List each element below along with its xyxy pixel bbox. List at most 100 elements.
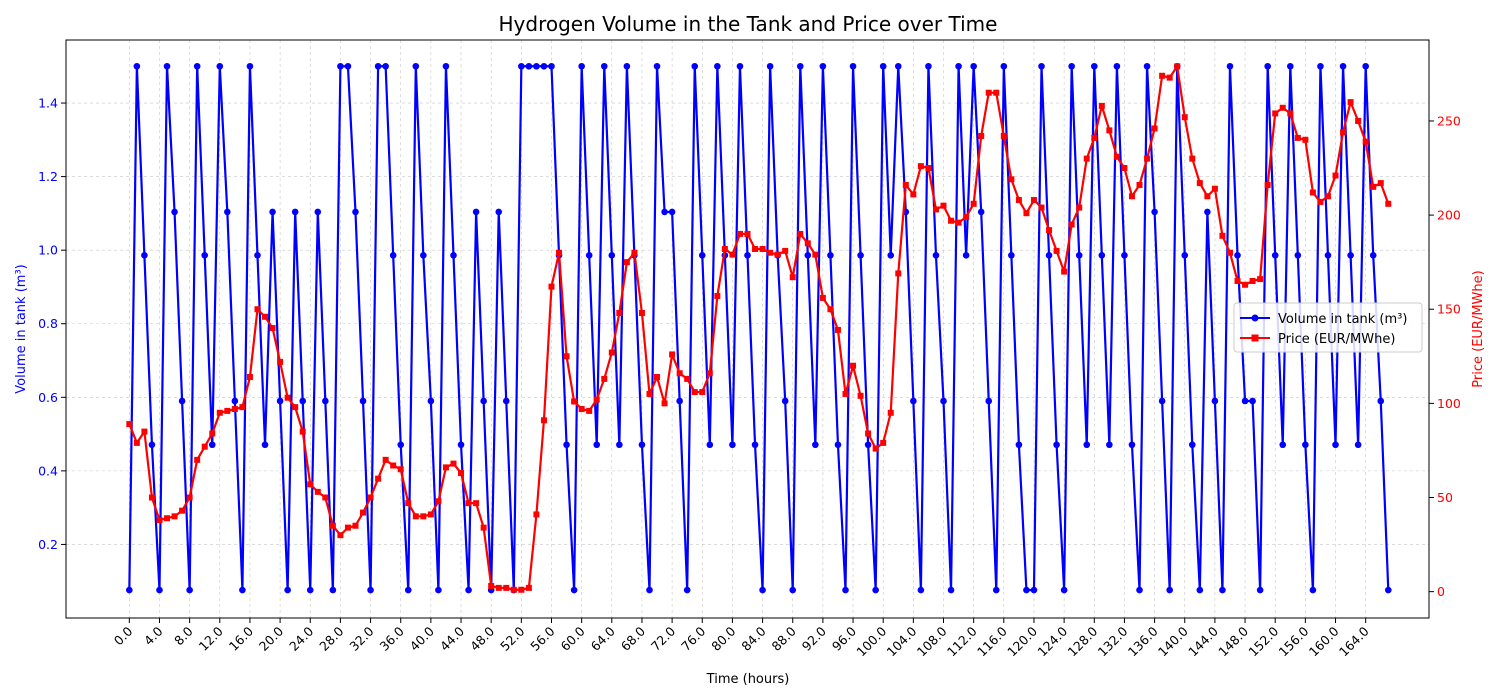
- price-point: [126, 421, 133, 428]
- price-point: [571, 398, 578, 405]
- x-tick-label: 44.0: [437, 623, 467, 653]
- price-point: [593, 396, 600, 403]
- price-point: [736, 230, 743, 237]
- volume-point: [683, 586, 691, 594]
- price-point: [1204, 193, 1211, 200]
- volume-point: [925, 62, 932, 70]
- volume-point: [879, 62, 887, 70]
- price-point: [360, 509, 367, 516]
- price-point: [1015, 197, 1022, 204]
- volume-point: [276, 397, 284, 405]
- price-point: [186, 494, 193, 501]
- volume-point: [593, 441, 601, 449]
- volume-point: [653, 62, 661, 70]
- price-point: [179, 507, 186, 514]
- price-point: [1294, 134, 1301, 141]
- x-tick-label: 124.0: [1034, 623, 1070, 659]
- x-tick-label: 156.0: [1276, 623, 1312, 659]
- x-tick-label: 148.0: [1215, 623, 1251, 659]
- volume-point: [178, 397, 186, 405]
- price-point: [578, 406, 585, 413]
- price-point: [254, 306, 261, 313]
- legend-price-marker: [1251, 334, 1259, 342]
- price-point: [518, 586, 525, 593]
- price-point: [292, 404, 299, 411]
- volume-point: [668, 208, 676, 216]
- price-point: [827, 306, 834, 313]
- price-point: [797, 230, 804, 237]
- price-point: [495, 584, 502, 591]
- price-point: [1076, 204, 1083, 211]
- volume-point: [1143, 62, 1151, 70]
- price-point: [804, 240, 811, 247]
- price-point: [1385, 200, 1392, 207]
- price-point: [1272, 110, 1279, 117]
- price-point: [676, 370, 683, 377]
- price-point: [201, 443, 208, 450]
- volume-point: [714, 62, 721, 70]
- x-tick-label: 56.0: [527, 623, 557, 653]
- left-tick-label: 1.0: [38, 243, 58, 258]
- volume-point: [148, 441, 156, 449]
- volume-point: [962, 252, 970, 259]
- volume-point: [917, 586, 925, 594]
- price-point: [1264, 181, 1271, 188]
- price-point: [940, 202, 947, 209]
- volume-point: [661, 208, 668, 216]
- price-point: [533, 511, 540, 518]
- volume-point: [1294, 252, 1302, 259]
- price-point: [1098, 102, 1105, 109]
- price-point: [714, 293, 721, 300]
- price-point: [164, 515, 171, 522]
- price-point: [993, 89, 1000, 96]
- volume-point: [1015, 441, 1023, 449]
- volume-point: [827, 252, 834, 259]
- volume-point: [970, 62, 977, 70]
- volume-point: [193, 62, 201, 70]
- volume-point: [736, 62, 744, 70]
- volume-point: [359, 397, 367, 405]
- price-point: [1324, 193, 1331, 200]
- x-tick-label: 152.0: [1245, 623, 1281, 659]
- price-point: [412, 513, 419, 520]
- price-point: [955, 219, 962, 226]
- right-tick-label: 150: [1437, 302, 1461, 317]
- chart-title: Hydrogen Volume in the Tank and Price ov…: [499, 12, 998, 36]
- volume-point: [306, 586, 314, 594]
- volume-point: [329, 586, 337, 594]
- volume-point: [616, 441, 623, 449]
- volume-point: [608, 252, 616, 259]
- volume-point: [1324, 252, 1332, 259]
- price-point: [427, 511, 434, 518]
- x-tick-label: 28.0: [316, 623, 346, 653]
- volume-point: [1271, 252, 1279, 259]
- price-point: [442, 464, 449, 471]
- price-point: [1166, 74, 1173, 81]
- price-point: [1053, 247, 1060, 254]
- volume-point: [1128, 441, 1136, 449]
- legend-box: [1233, 302, 1423, 353]
- price-point: [932, 206, 939, 213]
- price-point: [895, 270, 902, 277]
- volume-point: [224, 208, 231, 216]
- price-point: [691, 389, 698, 396]
- price-point: [925, 165, 932, 172]
- volume-point: [518, 62, 525, 70]
- volume-point: [570, 586, 578, 594]
- volume-point: [1106, 441, 1113, 449]
- volume-line: [128, 65, 1390, 592]
- price-point: [337, 532, 344, 539]
- volume-point: [472, 208, 480, 216]
- right-axis-label: Price (EUR/MWhe): [1471, 270, 1486, 387]
- price-point: [314, 488, 321, 495]
- price-point: [1023, 210, 1030, 217]
- volume-point: [540, 62, 548, 70]
- volume-point: [585, 252, 593, 259]
- price-point: [1242, 281, 1249, 288]
- price-point: [872, 445, 879, 452]
- volume-point: [495, 208, 503, 216]
- x-tick-label: 60.0: [557, 623, 587, 653]
- price-point: [767, 249, 774, 256]
- price-point: [880, 439, 887, 446]
